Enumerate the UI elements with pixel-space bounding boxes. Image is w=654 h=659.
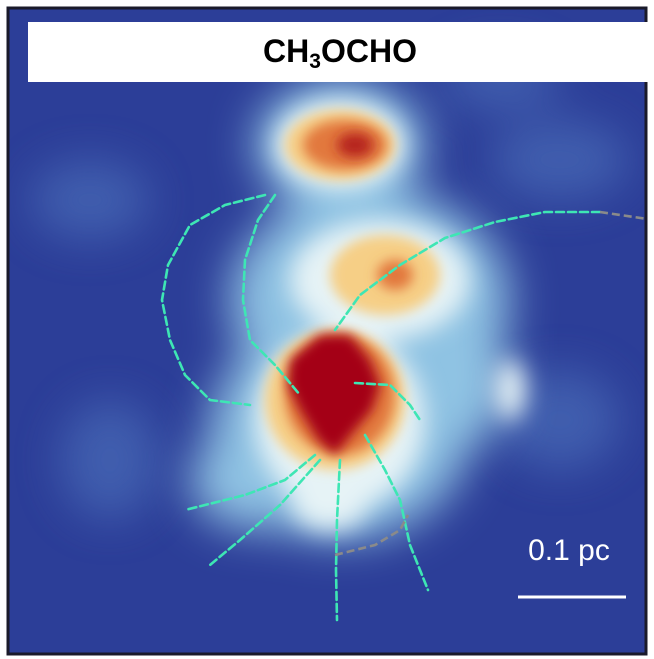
title-subscript: 3 xyxy=(309,50,321,73)
page: {"title": {"main": "CH", "subscript": "3… xyxy=(0,0,654,659)
scale-bar-label: 0.1 pc xyxy=(528,534,610,567)
title-main: CH xyxy=(263,33,309,69)
title: CH3OCHO xyxy=(263,33,417,72)
emission-map: CH3OCHO 0.1 pc xyxy=(0,0,654,659)
title-rest: OCHO xyxy=(321,33,417,69)
